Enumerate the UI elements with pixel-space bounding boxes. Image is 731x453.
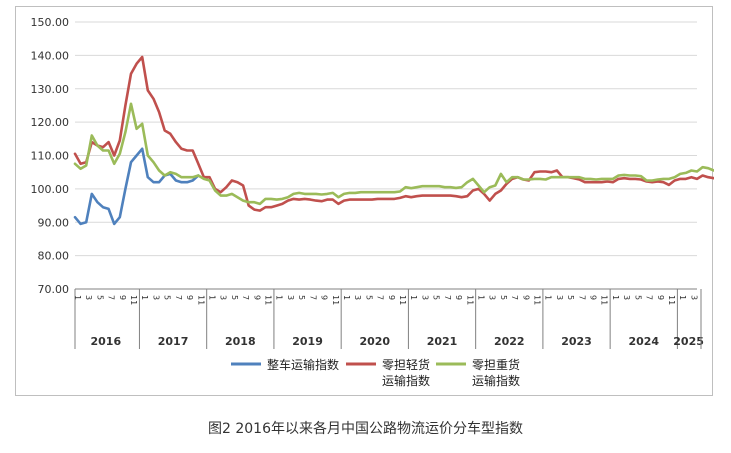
x-tick-label: 9	[185, 295, 194, 300]
series-line-2	[73, 55, 714, 212]
x-tick-label: 1	[342, 295, 351, 300]
x-tick-label: 11	[465, 295, 474, 305]
x-tick-label: 1	[476, 295, 485, 300]
year-label: 2019	[292, 335, 323, 348]
x-tick-label: 11	[398, 295, 407, 305]
x-tick-label: 1	[611, 295, 620, 300]
x-tick-label: 5	[95, 295, 104, 300]
x-tick-label: 3	[353, 295, 362, 300]
x-tick-label: 1	[73, 295, 82, 300]
x-tick-label: 1	[544, 295, 553, 300]
legend-label: 整车运输指数	[267, 357, 339, 372]
x-tick-label: 9	[589, 295, 598, 300]
figure-caption: 图2 2016年以来各月中国公路物流运价分车型指数	[208, 421, 523, 437]
x-tick-label: 11	[600, 295, 609, 305]
series-line-1	[73, 147, 200, 226]
y-tick-label: 90.00	[38, 216, 70, 229]
chart-frame: 70.00 80.00 90.00 100.00 110.00 120.00 130.00 1…	[15, 6, 714, 396]
x-tick-label: 3	[622, 295, 631, 300]
x-tick-label: 5	[432, 295, 441, 300]
y-tick-label: 80.00	[38, 250, 70, 263]
x-tick-label: 11	[331, 295, 340, 305]
x-tick-label: 11	[129, 295, 138, 305]
x-tick-label: 7	[107, 295, 116, 300]
x-tick-label: 7	[376, 295, 385, 300]
line-chart: 70.00 80.00 90.00 100.00 110.00 120.00 130.00 1…	[31, 16, 714, 388]
x-tick-label: 1	[140, 295, 149, 300]
x-tick-label: 7	[577, 295, 586, 300]
x-tick-label: 7	[510, 295, 519, 300]
y-tick-label: 100.00	[31, 183, 70, 196]
x-tick-label: 3	[151, 295, 160, 300]
x-tick-label: 3	[420, 295, 429, 300]
x-tick-label: 9	[656, 295, 665, 300]
x-tick-label: 9	[320, 295, 329, 300]
year-label: 2022	[494, 335, 525, 348]
x-tick-label: 9	[387, 295, 396, 300]
y-tick-label: 130.00	[31, 83, 70, 96]
year-label: 2018	[225, 335, 256, 348]
x-tick-label: 11	[667, 295, 676, 305]
x-tick-label: 7	[645, 295, 654, 300]
year-label: 2020	[359, 335, 390, 348]
x-tick-label: 5	[364, 295, 373, 300]
legend-label: 零担重货	[472, 357, 520, 372]
y-tick-label: 150.00	[31, 16, 70, 29]
x-tick-label: 5	[499, 295, 508, 300]
x-tick-label: 7	[174, 295, 183, 300]
x-tick-label: 3	[555, 295, 564, 300]
y-tick-label: 120.00	[31, 116, 70, 129]
x-tick-label: 11	[532, 295, 541, 305]
x-tick-label: 5	[230, 295, 239, 300]
x-tick-label: 9	[454, 295, 463, 300]
x-tick-label: 1	[275, 295, 284, 300]
legend-label-line2: 运输指数	[382, 373, 430, 388]
x-tick-label: 1	[409, 295, 418, 300]
x-tick-label: 9	[252, 295, 261, 300]
x-tick-label: 9	[118, 295, 127, 300]
x-tick-label: 1	[678, 295, 687, 300]
year-label: 2023	[561, 335, 592, 348]
series-line-3	[73, 102, 714, 206]
year-label: 2024	[628, 335, 659, 348]
x-tick-label: 5	[163, 295, 172, 300]
legend-label: 零担轻货	[382, 357, 430, 372]
x-tick-label: 3	[689, 295, 698, 300]
year-label: 2021	[427, 335, 458, 348]
x-tick-label: 5	[633, 295, 642, 300]
x-tick-label: 11	[264, 295, 273, 305]
year-label: 2016	[91, 335, 122, 348]
y-tick-label: 70.00	[38, 283, 70, 296]
x-tick-label: 3	[219, 295, 228, 300]
y-tick-label: 140.00	[31, 49, 70, 62]
year-label: 2025	[673, 335, 704, 348]
y-tick-label: 110.00	[31, 150, 70, 163]
x-tick-label: 1	[207, 295, 216, 300]
x-tick-label: 5	[297, 295, 306, 300]
x-tick-label: 5	[566, 295, 575, 300]
x-tick-label: 7	[308, 295, 317, 300]
x-tick-label: 11	[196, 295, 205, 305]
x-tick-label: 7	[241, 295, 250, 300]
x-tick-label: 3	[84, 295, 93, 300]
x-tick-label: 3	[286, 295, 295, 300]
x-tick-label: 7	[443, 295, 452, 300]
x-tick-label: 3	[488, 295, 497, 300]
legend-label-line2: 运输指数	[472, 373, 520, 388]
year-label: 2017	[158, 335, 189, 348]
x-tick-label: 9	[521, 295, 530, 300]
